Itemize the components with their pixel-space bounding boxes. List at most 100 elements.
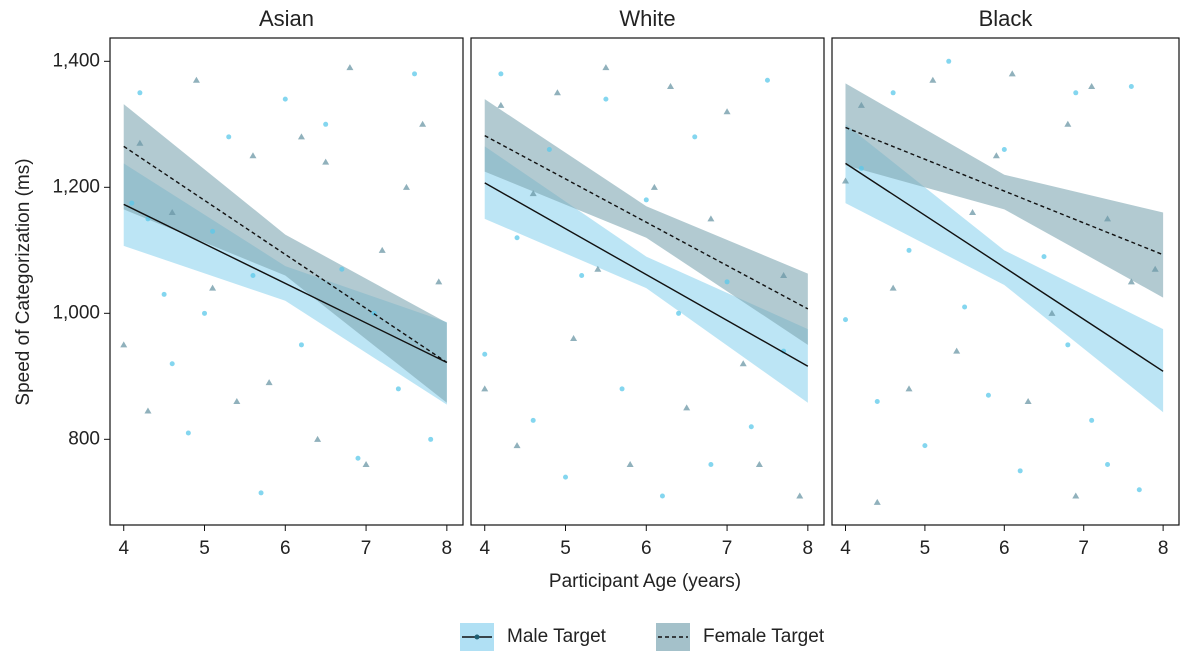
data-point	[969, 209, 977, 216]
data-point	[144, 407, 152, 414]
y-axis-label: Speed of Categorization (ms)	[13, 158, 34, 405]
plot-area	[120, 64, 447, 496]
data-point	[929, 76, 937, 83]
data-point	[764, 77, 770, 83]
data-point	[563, 474, 569, 480]
data-point	[129, 200, 135, 206]
data-point	[796, 492, 804, 499]
data-point	[529, 190, 537, 197]
data-point	[1089, 417, 1095, 423]
data-point	[962, 304, 968, 310]
data-point	[1024, 398, 1032, 405]
data-point	[1001, 147, 1007, 153]
data-point	[1136, 487, 1142, 493]
data-point	[1088, 83, 1096, 90]
data-point	[946, 58, 952, 64]
data-point	[985, 392, 991, 398]
data-point	[889, 284, 897, 291]
data-point	[626, 461, 634, 468]
data-point	[1017, 468, 1023, 474]
data-point	[707, 215, 715, 222]
panel-title: Asian	[259, 6, 314, 31]
data-point	[857, 101, 865, 108]
data-point	[497, 101, 505, 108]
x-tick-label: 6	[641, 538, 652, 559]
data-point	[355, 455, 361, 461]
data-point	[530, 417, 536, 423]
panel-border	[109, 37, 464, 526]
data-point	[579, 273, 585, 279]
data-point	[136, 139, 144, 146]
data-point	[169, 361, 175, 367]
data-point	[739, 360, 747, 367]
data-point	[226, 134, 232, 140]
data-point	[168, 209, 176, 216]
x-tick-label: 5	[920, 538, 931, 559]
data-point	[402, 183, 410, 190]
data-point	[553, 89, 561, 96]
data-point	[1008, 70, 1016, 77]
data-point	[659, 493, 665, 499]
x-tick-label: 6	[280, 538, 291, 559]
data-point	[570, 335, 578, 342]
data-point	[346, 64, 354, 71]
x-tick-label: 4	[479, 538, 490, 559]
x-tick-label: 7	[361, 538, 372, 559]
data-point	[953, 347, 961, 354]
data-point	[210, 228, 216, 234]
data-point	[514, 235, 520, 241]
data-point	[314, 435, 322, 442]
data-point	[435, 278, 443, 285]
regression-line	[845, 126, 1164, 256]
data-point	[482, 351, 488, 357]
panel-title: Black	[979, 6, 1034, 31]
data-point	[1151, 265, 1159, 272]
data-point	[297, 133, 305, 140]
data-point	[667, 83, 675, 90]
data-point	[546, 147, 552, 153]
data-point	[1041, 254, 1047, 260]
data-point	[339, 266, 345, 272]
data-point	[1064, 120, 1072, 127]
regression-line	[123, 145, 448, 364]
data-point	[723, 108, 731, 115]
data-point	[594, 265, 602, 272]
data-point	[874, 399, 880, 405]
confidence-band	[123, 104, 447, 403]
data-point	[362, 461, 370, 468]
x-tick-label: 5	[199, 538, 210, 559]
x-tick-label: 7	[722, 538, 733, 559]
data-point	[1127, 278, 1135, 285]
confidence-band	[845, 124, 1164, 413]
data-point	[708, 462, 714, 468]
data-point	[298, 342, 304, 348]
regression-line	[123, 203, 448, 364]
data-point	[250, 273, 256, 279]
data-point	[643, 197, 649, 203]
plot-area	[481, 64, 808, 499]
data-point	[258, 490, 264, 496]
data-point	[992, 152, 1000, 159]
data-point	[1128, 84, 1134, 90]
x-tick-label: 8	[803, 538, 814, 559]
data-point	[676, 310, 682, 316]
x-tick-label: 8	[442, 538, 453, 559]
data-point	[282, 96, 288, 102]
data-point	[619, 386, 625, 392]
data-point	[481, 385, 489, 392]
data-point	[120, 341, 128, 348]
data-point	[498, 71, 504, 77]
regression-line	[484, 182, 809, 367]
panel-border	[470, 37, 825, 526]
data-point	[265, 379, 273, 386]
x-tick-label: 6	[999, 538, 1010, 559]
data-point	[602, 64, 610, 71]
regression-line	[845, 162, 1164, 372]
data-point	[322, 158, 330, 165]
data-point	[412, 71, 418, 77]
data-point	[1048, 309, 1056, 316]
data-point	[192, 76, 200, 83]
data-point	[1072, 492, 1080, 499]
x-tick-label: 8	[1158, 538, 1169, 559]
data-point	[249, 152, 257, 159]
